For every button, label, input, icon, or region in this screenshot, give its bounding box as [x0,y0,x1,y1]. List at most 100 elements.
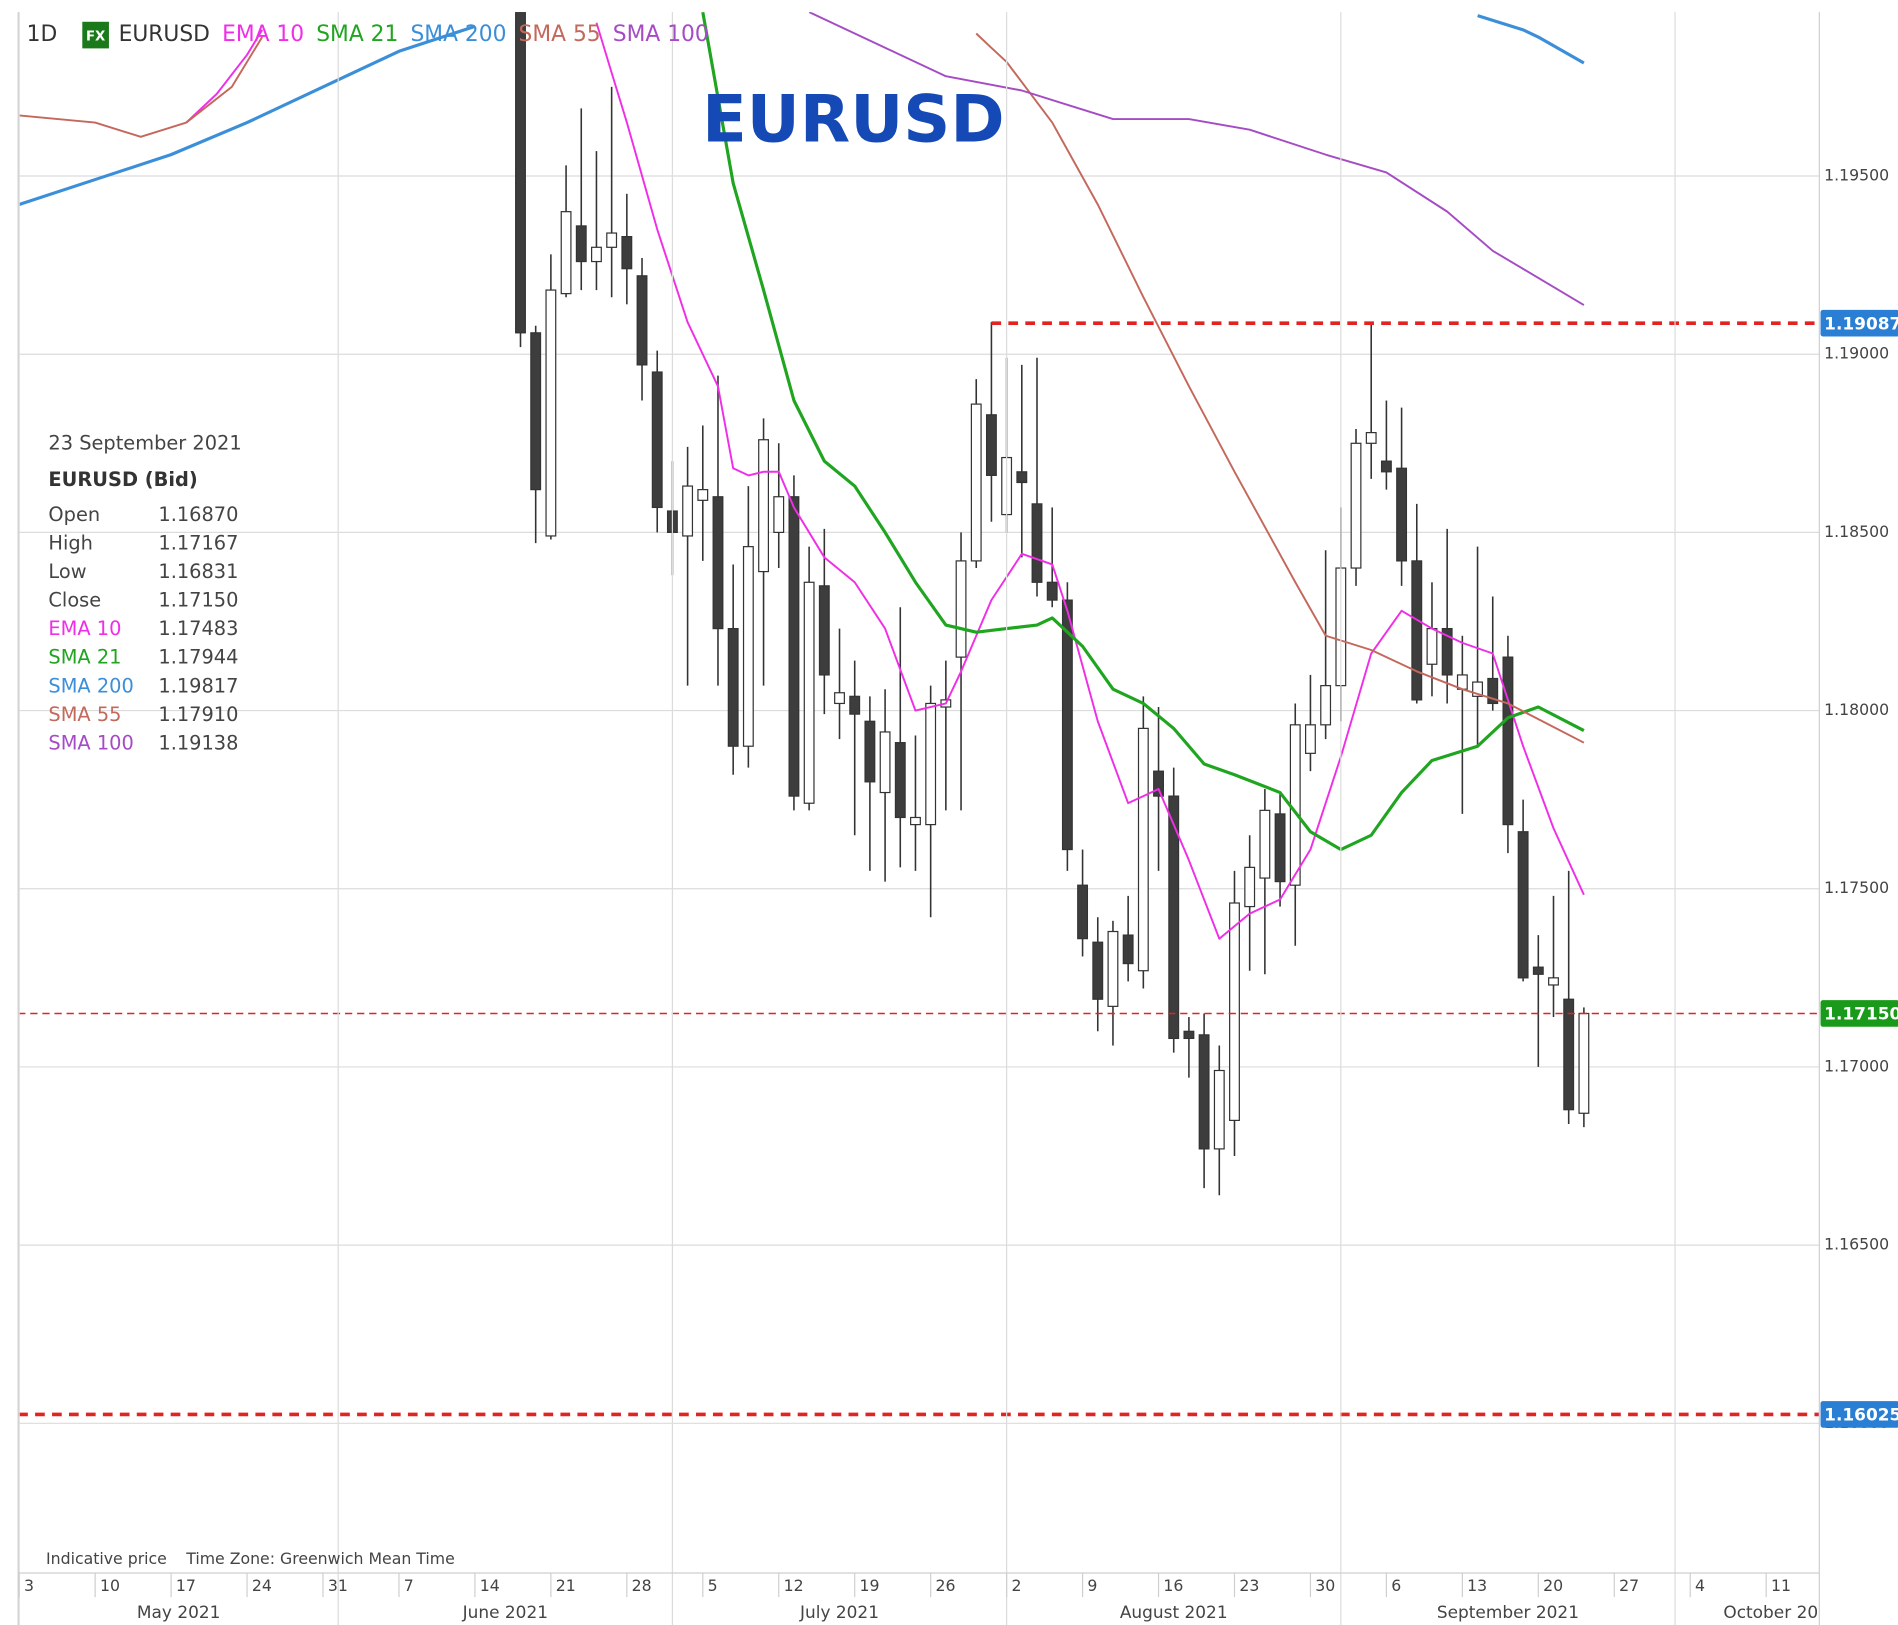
candle-body [712,496,724,630]
x-tick-label: 6 [1391,1576,1401,1595]
month-label: October 2021 [1723,1602,1839,1622]
candle-body [1183,1030,1195,1040]
x-tick-label: 21 [556,1576,576,1595]
candle-body [1578,1012,1590,1114]
month-label: August 2021 [1120,1602,1228,1622]
candle-body [955,560,967,658]
x-tick-label: 10 [100,1576,120,1595]
info-label: SMA 55 [48,703,121,726]
candle-body [1426,628,1438,665]
candle-body [910,816,921,826]
candle-body [1031,503,1043,583]
candle-body [1198,1034,1210,1150]
x-tick-label: 3 [24,1576,34,1595]
candle-body [1532,966,1544,975]
candle-body [788,496,800,797]
y-tick-label: 1.17000 [1824,1056,1889,1075]
x-tick-label: 16 [1163,1576,1183,1595]
candle-body [803,581,815,804]
x-tick-label: 28 [632,1576,652,1595]
candle-body [1061,599,1073,851]
candle-body [1563,998,1575,1111]
footer-note: Time Zone: Greenwich Mean Time [185,1549,455,1568]
price-axis-panel [1819,0,1898,1625]
month-label: September 2021 [1437,1602,1579,1622]
candle-body [925,702,937,826]
candle-body [727,628,739,747]
info-label: SMA 21 [48,646,121,669]
info-label: SMA 100 [48,731,133,754]
candle-body [545,289,557,537]
candle-body [1487,677,1499,705]
candle-body [1229,902,1240,1121]
y-tick-label: 1.16500 [1824,1235,1889,1254]
x-tick-label: 30 [1315,1576,1335,1595]
x-tick-label: 2 [1011,1576,1021,1595]
candle-body [1137,727,1149,972]
candle-body [879,731,891,794]
candle-body [621,236,633,270]
level-label-bg [1820,1401,1898,1428]
candle-body [651,371,663,509]
legend-entry: SMA 200 [410,22,506,47]
info-value: 1.17150 [158,589,238,612]
candle-body [1107,930,1119,1007]
x-tick-label: 23 [1239,1576,1259,1595]
legend-symbol: EURUSD [119,22,210,47]
x-tick-label: 20 [1543,1576,1563,1595]
candle-body [1548,977,1559,986]
candle-body [575,225,587,263]
x-tick-label: 7 [404,1576,414,1595]
x-tick-label: 12 [784,1576,804,1595]
interval: 1D [27,22,58,47]
candle-body [1244,866,1256,908]
candle-body [1289,724,1301,886]
y-tick-label: 1.17500 [1824,878,1889,897]
candle-body [1411,560,1423,701]
month-label: May 2021 [137,1602,221,1622]
candle-body [636,275,648,366]
candle-body [530,332,542,491]
plot-area [18,12,1820,1424]
x-tick-label: 11 [1771,1576,1791,1595]
y-tick-label: 1.18500 [1824,522,1889,541]
candle-body [1472,681,1483,697]
x-tick-label: 9 [1087,1576,1097,1595]
candle-body [1122,934,1134,965]
candle-body [864,720,876,783]
legend-entry: SMA 55 [519,22,601,47]
info-label: High [48,532,93,555]
legend-entry: EMA 10 [222,22,304,47]
y-tick-label: 1.19000 [1824,344,1889,363]
candle-body [894,742,906,819]
candle-body [1046,581,1058,601]
info-label: SMA 200 [48,674,133,697]
info-date: 23 September 2021 [48,432,241,455]
x-tick-label: 31 [328,1576,348,1595]
candle-body [834,692,845,705]
fx-badge-label: FX [86,29,105,44]
y-tick-label: 1.18000 [1824,700,1889,719]
level-label: 1.16025 [1824,1405,1898,1425]
indicator-line [18,14,1585,206]
candle-body [1304,724,1316,754]
x-tick-label: 24 [252,1576,272,1595]
candle-body [1502,656,1514,826]
candle-body [1213,1069,1225,1150]
candle-body [773,496,785,533]
x-tick-label: 13 [1467,1576,1487,1595]
candle-body [1350,442,1362,569]
level-label: 1.17150 [1824,1004,1898,1024]
indicator-line [185,22,1585,940]
info-value: 1.17944 [158,646,238,669]
indicator-line [701,12,1585,852]
candle-body [697,489,709,501]
candle-body [1274,813,1286,883]
candle-body [606,232,618,248]
candle-body [1517,831,1529,979]
candle-body [591,246,602,263]
candle-body [1441,628,1453,676]
candle-body [682,485,694,537]
